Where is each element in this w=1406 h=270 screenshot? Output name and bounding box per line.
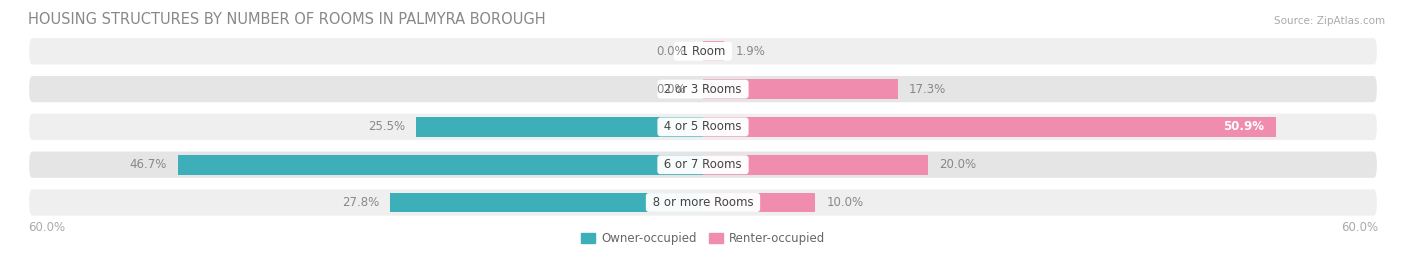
Text: 20.0%: 20.0% — [939, 158, 976, 171]
Text: 1.9%: 1.9% — [735, 45, 765, 58]
Text: 60.0%: 60.0% — [28, 221, 65, 234]
Text: 4 or 5 Rooms: 4 or 5 Rooms — [661, 120, 745, 133]
Text: 10.0%: 10.0% — [827, 196, 863, 209]
Text: 0.0%: 0.0% — [657, 83, 686, 96]
Text: Source: ZipAtlas.com: Source: ZipAtlas.com — [1274, 16, 1385, 26]
Bar — [703, 155, 928, 174]
Text: 17.3%: 17.3% — [908, 83, 946, 96]
FancyBboxPatch shape — [28, 75, 1378, 103]
Text: HOUSING STRUCTURES BY NUMBER OF ROOMS IN PALMYRA BOROUGH: HOUSING STRUCTURES BY NUMBER OF ROOMS IN… — [28, 12, 546, 27]
Text: 50.9%: 50.9% — [1223, 120, 1264, 133]
Text: 1 Room: 1 Room — [676, 45, 730, 58]
Bar — [703, 79, 897, 99]
Text: 60.0%: 60.0% — [1341, 221, 1378, 234]
Text: 27.8%: 27.8% — [342, 196, 380, 209]
Text: 46.7%: 46.7% — [129, 158, 166, 171]
Text: 6 or 7 Rooms: 6 or 7 Rooms — [661, 158, 745, 171]
Bar — [391, 193, 703, 212]
Legend: Owner-occupied, Renter-occupied: Owner-occupied, Renter-occupied — [576, 227, 830, 249]
Bar — [177, 155, 703, 174]
FancyBboxPatch shape — [28, 188, 1378, 217]
FancyBboxPatch shape — [28, 37, 1378, 66]
Text: 25.5%: 25.5% — [368, 120, 405, 133]
Bar — [703, 117, 1275, 137]
FancyBboxPatch shape — [28, 150, 1378, 179]
Bar — [703, 42, 724, 61]
Text: 2 or 3 Rooms: 2 or 3 Rooms — [661, 83, 745, 96]
FancyBboxPatch shape — [28, 113, 1378, 141]
Text: 0.0%: 0.0% — [657, 45, 686, 58]
Text: 8 or more Rooms: 8 or more Rooms — [648, 196, 758, 209]
Bar — [416, 117, 703, 137]
Bar — [703, 193, 815, 212]
